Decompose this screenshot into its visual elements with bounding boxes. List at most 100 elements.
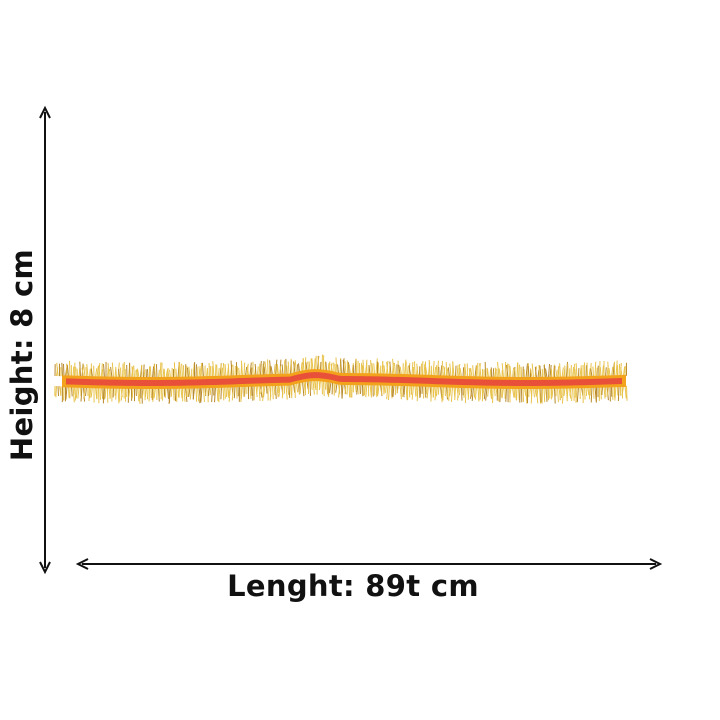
fringe-strand xyxy=(258,385,261,402)
fringe-strand xyxy=(73,386,75,395)
fringe-strand xyxy=(386,361,389,375)
fringe-strand xyxy=(621,385,624,396)
fringe-strand xyxy=(218,367,220,377)
fringe-strand xyxy=(257,366,259,376)
fringe-strand xyxy=(314,380,316,389)
fringe-strand xyxy=(281,384,284,399)
fringe-strand xyxy=(261,363,264,376)
fringe-strand xyxy=(159,362,162,378)
fringe-strand xyxy=(557,387,559,403)
fringe-strand xyxy=(290,384,292,396)
fringe-strand xyxy=(398,364,401,376)
fringe-strand xyxy=(62,363,65,377)
fringe-strand xyxy=(200,387,203,403)
fringe-strand xyxy=(512,367,515,379)
fringe-strand xyxy=(233,386,236,399)
fringe-strand xyxy=(245,367,248,376)
fringe-strand xyxy=(464,387,467,403)
fringe-strand xyxy=(410,385,413,395)
fringe-strand xyxy=(293,361,296,374)
fringe-strand xyxy=(183,387,186,402)
fringe-strand xyxy=(426,385,429,399)
fringe-strand xyxy=(80,386,83,402)
fringe-strand xyxy=(286,365,288,375)
fringe-strand xyxy=(214,386,216,403)
fringe-strand xyxy=(605,367,607,377)
fringe-strand xyxy=(275,359,278,376)
fringe-strand xyxy=(269,360,272,376)
fringe-strand xyxy=(170,387,173,397)
fringe-strand xyxy=(615,360,618,377)
fringe-strand xyxy=(499,387,501,403)
fringe-strand xyxy=(555,369,558,378)
fringe-strand xyxy=(430,385,432,402)
fringe-strand xyxy=(101,387,104,400)
fringe-strand xyxy=(618,363,621,377)
fringe-strand xyxy=(362,359,365,375)
fringe-strand xyxy=(276,384,279,398)
fringe-strand xyxy=(158,387,161,398)
fringe-strand xyxy=(95,368,98,378)
fringe-strand xyxy=(623,366,626,376)
fringe-strand xyxy=(411,385,414,400)
fringe-strand xyxy=(588,386,591,400)
fringe-strand xyxy=(375,384,378,398)
fringe-strand xyxy=(337,364,339,374)
fringe-strand xyxy=(328,381,330,397)
fringe-strand xyxy=(533,387,535,398)
fringe-strand xyxy=(81,368,84,377)
fringe-strand xyxy=(181,363,183,378)
fringe-strand xyxy=(167,368,170,378)
height-label: Height: 8 cm xyxy=(5,248,39,462)
fringe-strand xyxy=(161,362,163,378)
fringe-strand xyxy=(96,365,99,378)
fringe-strand xyxy=(371,362,374,375)
fringe-strand xyxy=(306,380,309,390)
fringe-strand xyxy=(527,363,530,379)
fringe-strand xyxy=(530,368,533,379)
fringe-strand xyxy=(348,384,351,398)
fringe-strand xyxy=(108,368,111,378)
fringe-strand xyxy=(143,364,145,379)
fringe-strand xyxy=(407,366,409,376)
fringe-strand xyxy=(251,385,253,396)
fringe-strand xyxy=(195,387,198,402)
fringe-strand xyxy=(517,362,519,379)
fringe-strand xyxy=(408,385,411,398)
fringe-strand xyxy=(83,364,86,378)
fringe-strand xyxy=(308,361,311,371)
fringe-strand xyxy=(386,384,389,400)
fringe-strand xyxy=(522,387,525,402)
fringe-strand xyxy=(340,359,342,375)
fringe-strand xyxy=(419,385,422,398)
fringe-strand xyxy=(115,387,117,400)
fringe-strand xyxy=(222,386,225,401)
fringe-strand xyxy=(477,387,480,402)
fringe-strand xyxy=(344,383,347,395)
fringe-strand xyxy=(305,362,308,371)
fringe-strand xyxy=(462,367,465,378)
fringe-strand xyxy=(575,363,578,378)
fringe-strand xyxy=(446,386,449,398)
fringe-strand xyxy=(611,366,614,377)
fringe-strand xyxy=(545,368,548,378)
fringe-strand xyxy=(330,363,333,373)
fringe-strand xyxy=(473,387,476,398)
fringe-strand xyxy=(370,360,372,375)
fringe-strand xyxy=(587,386,590,396)
fringe-strand xyxy=(341,383,344,399)
fringe-strand xyxy=(188,387,191,398)
fringe-strand xyxy=(388,384,390,401)
fringe-strand xyxy=(603,386,606,399)
fringe-strand xyxy=(326,380,329,394)
fringe-strand xyxy=(536,387,539,397)
fringe-strand xyxy=(174,387,177,402)
fringe-strand xyxy=(61,362,63,377)
fringe-strand xyxy=(497,361,500,378)
fringe-strand xyxy=(107,362,110,378)
fringe-strand xyxy=(329,381,332,394)
fringe-strand xyxy=(200,362,203,378)
fringe-strand xyxy=(601,386,603,396)
fringe-strand xyxy=(218,386,221,401)
fringe-strand xyxy=(594,361,597,377)
